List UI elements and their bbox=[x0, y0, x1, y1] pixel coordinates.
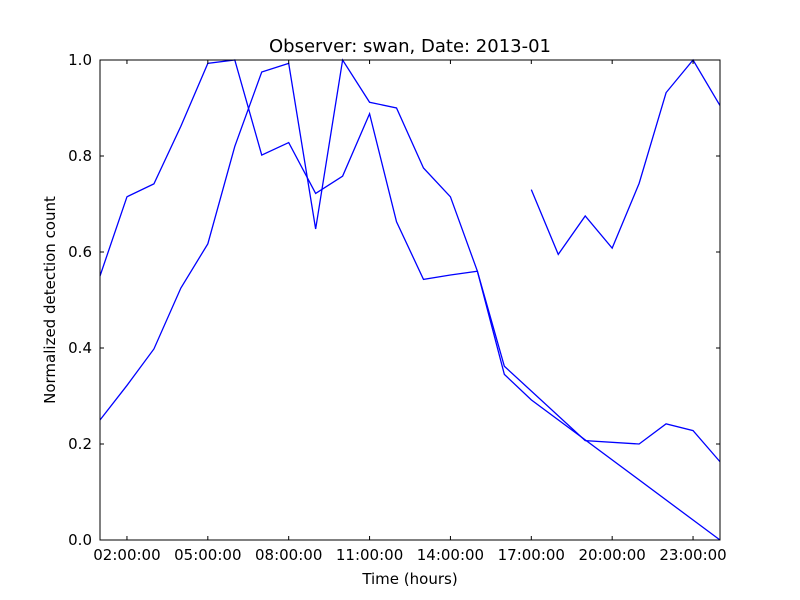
series-line-2 bbox=[99, 58, 721, 541]
x-tick-label: 05:00:00 bbox=[174, 546, 241, 564]
chart-title: Observer: swan, Date: 2013-01 bbox=[269, 36, 551, 57]
y-tick-label: 0.6 bbox=[68, 243, 92, 261]
x-tick-label: 14:00:00 bbox=[417, 546, 484, 564]
x-tick-label: 08:00:00 bbox=[255, 546, 322, 564]
x-tick-label: 17:00:00 bbox=[498, 546, 565, 564]
tick-layer: 02:00:00 05:00:00 08:00:00 11:00:00 14:00:00… bbox=[68, 51, 727, 564]
series-line-1 bbox=[99, 59, 721, 463]
x-tick-label: 23:00:00 bbox=[659, 546, 726, 564]
y-tick-label: 0.8 bbox=[68, 147, 92, 165]
x-axis-label: Time (hours) bbox=[361, 570, 457, 588]
x-tick-label: 20:00:00 bbox=[578, 546, 645, 564]
plot-frame bbox=[99, 59, 721, 541]
y-axis-label: Normalized detection count bbox=[41, 196, 59, 404]
y-tick-label: 1.0 bbox=[68, 51, 92, 69]
y-tick-label: 0.2 bbox=[68, 435, 92, 453]
series-line-3 bbox=[530, 58, 721, 256]
x-tick-label: 02:00:00 bbox=[93, 546, 160, 564]
y-tick-label: 0.4 bbox=[68, 339, 92, 357]
series-layer bbox=[99, 58, 721, 541]
x-tick-label: 11:00:00 bbox=[336, 546, 403, 564]
y-tick-label: 0.0 bbox=[68, 531, 92, 549]
